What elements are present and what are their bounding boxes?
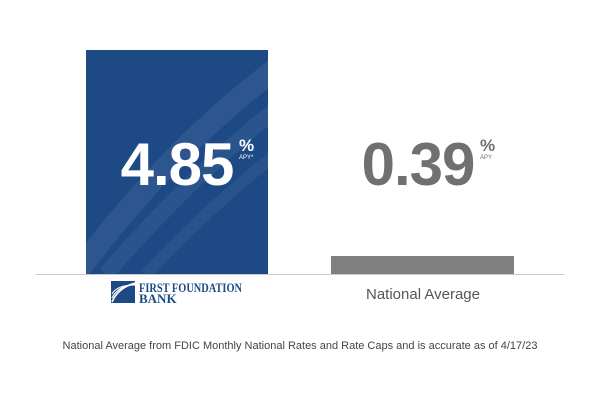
- logo-text-line2: BANK: [139, 291, 177, 306]
- percent-symbol-first-foundation: %: [239, 136, 254, 155]
- footnote: National Average from FDIC Monthly Natio…: [62, 340, 538, 352]
- category-label-national-average: National Average: [366, 286, 480, 303]
- bar-national-average: [331, 255, 514, 274]
- logo-text-line1: FIRST FOUNDATION: [139, 280, 242, 295]
- value-label-national-average: 0.39: [362, 131, 475, 198]
- value-label-first-foundation: 4.85: [121, 131, 234, 198]
- apy-label-national-average: APY: [480, 155, 492, 161]
- logo-swoosh-icon: [111, 281, 136, 303]
- percent-symbol-national-average: %: [480, 136, 495, 155]
- bar-first-foundation: [86, 50, 268, 274]
- first-foundation-bank-logo: FIRST FOUNDATION BANK: [111, 280, 242, 306]
- apy-label-first-foundation: APY*: [239, 155, 254, 161]
- bar-pattern-decoration: [86, 61, 268, 274]
